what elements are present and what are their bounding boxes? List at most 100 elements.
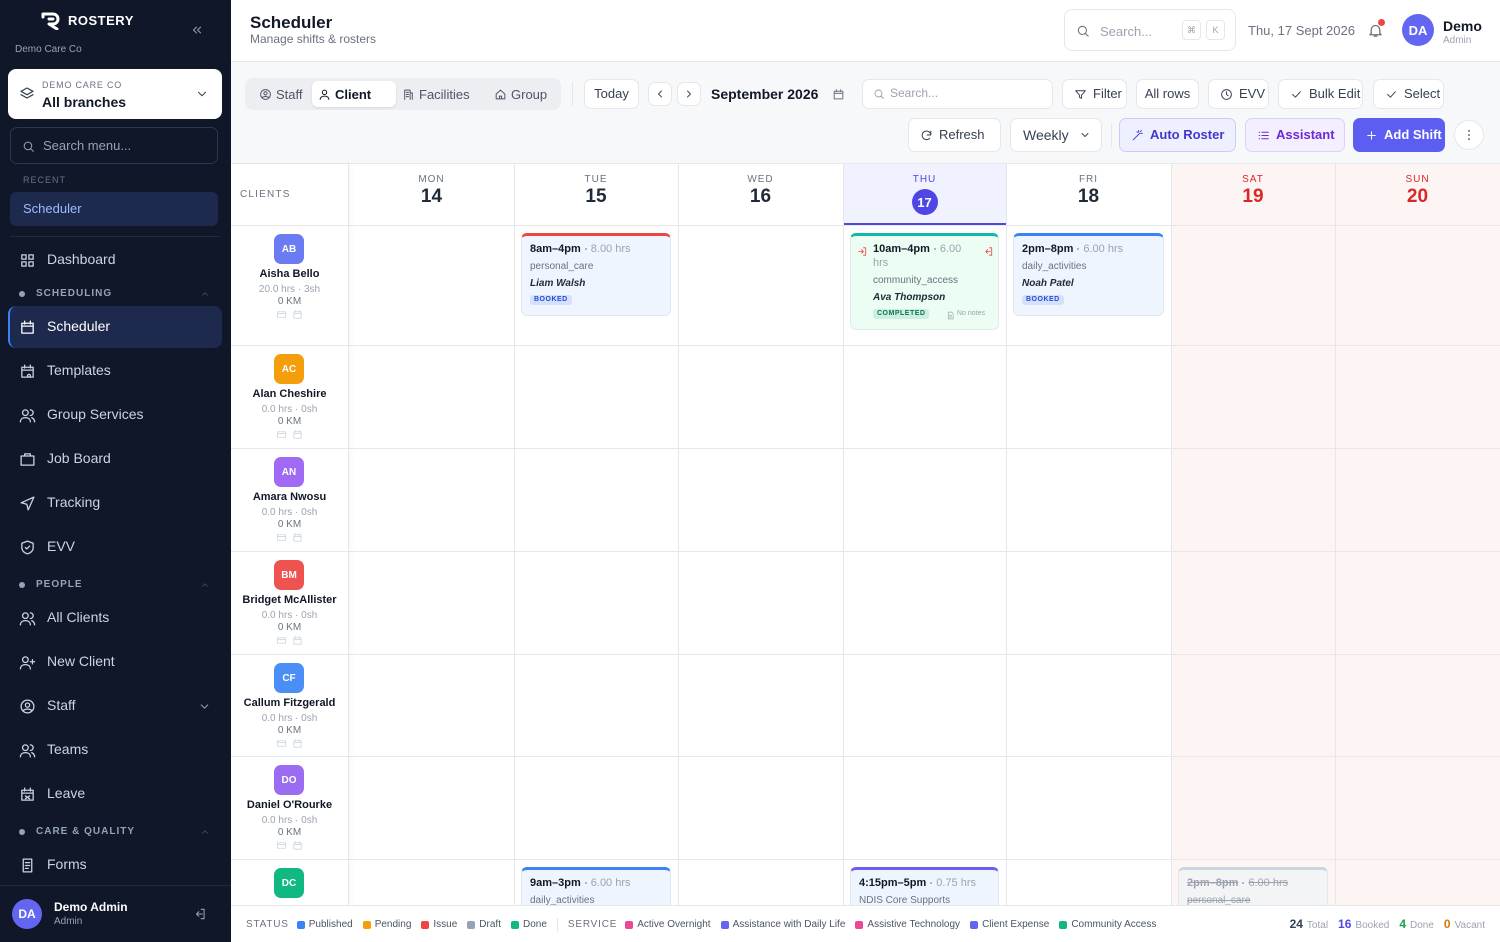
current-date: Thu, 17 Sept 2026 [1248,23,1355,38]
legend-item: Pending [362,919,411,931]
toolbar-button[interactable]: Add Shift [1353,118,1445,152]
total-label: Vacant [1454,920,1485,931]
nav-item[interactable] [8,526,222,568]
view-tab[interactable]: Group [488,81,570,107]
client-hours: 20.0 hrs · 3sh [258,284,321,295]
toolbar-button[interactable]: Bulk Edit [1278,79,1363,109]
separator-dot [584,248,587,251]
toolbar-button[interactable]: Search... [862,79,1053,109]
org-name: Demo Care Co [15,44,82,55]
icon [495,89,505,99]
toolbar-button[interactable]: All rows [1136,79,1199,109]
separator-dot [1242,882,1245,885]
toolbar-button[interactable]: EVV [1208,79,1269,109]
shift-card[interactable]: 8am–4pm 8.00 hrs personal_care Liam Walsh BO… [521,233,671,316]
nav-item[interactable] [8,482,222,524]
menu-search[interactable]: Search menu... [10,127,218,164]
global-search[interactable]: Search... ⌘ K [1064,9,1236,51]
client-avatar [274,354,304,384]
menu-search-placeholder: Search menu... [43,138,132,153]
nav-item[interactable] [8,597,222,639]
nav-label: EVV [47,538,76,554]
view-tab[interactable]: Client [312,81,396,107]
shift-status: COMPLETED [873,309,930,320]
shift-time: 10am–4pm [873,243,930,255]
nav-label: Staff [47,697,76,713]
nav-label: Job Board [47,450,111,466]
shift-hours: 0.75 hrs [936,877,977,889]
sidebar: ROSTERY Demo Care Co DEMO CARE CO All branc… [0,0,231,942]
nav-item[interactable] [8,729,222,771]
legend-swatch [625,920,634,929]
clients-column [231,164,349,942]
day-date: 16 [749,186,772,207]
legend-item: Community Access [1059,919,1156,931]
icon [1132,129,1143,140]
shift-time: 2pm–8pm [1187,877,1239,889]
client-avatar [274,457,304,487]
day-of-week: THU [912,174,937,185]
recent-item[interactable]: Scheduler [10,192,218,226]
user-role: Admin [54,916,83,927]
legend-item: Client Expense [970,919,1049,931]
total-item: 16 Booked [1338,917,1389,932]
nav-active [8,306,222,348]
toolbar-button[interactable]: Assistant [1245,118,1345,152]
icon [200,703,208,709]
client-km: 0 KM [277,519,302,530]
icon [23,141,34,152]
legend-swatch [362,920,371,929]
toolbar-button[interactable]: Refresh [908,118,1001,152]
button-label: Refresh [939,127,985,142]
header-avatar[interactable] [1402,14,1434,46]
view-tab[interactable]: Staff [253,81,317,107]
toolbar-button[interactable]: Filter [1062,79,1127,109]
nav-item[interactable] [8,438,222,480]
icon [19,655,35,670]
toolbar-button[interactable] [677,82,701,106]
shift-service: NDIS Core Supports [859,895,951,906]
shift-time-line: 10am–4pm 6.00 hrs [873,242,978,270]
shift-card[interactable]: 2pm–8pm 6.00 hrs daily_activities Noah Pate… [1013,233,1164,316]
shift-status-row: COMPLETED No notes [873,309,985,321]
day-of-week: TUE [584,174,608,185]
shift-time: 2pm–8pm [1022,243,1074,255]
section-title: SCHEDULING [36,288,113,299]
nav-item[interactable] [8,306,222,348]
view-tab[interactable]: Facilities [396,81,496,107]
shift-hours: 6.00 hrs [1083,243,1124,255]
calendar: CLIENTS MON 14 TUE 15 WED 16 THU 17 FRI 18 SAT 19 SUN… [231,163,1500,942]
nav-item[interactable] [8,685,222,727]
brand: ROSTERY [68,13,134,28]
client-km: 0 KM [277,416,302,427]
legend-label: Community Access [1071,918,1157,930]
toolbar-button[interactable]: Select [1373,79,1444,109]
day-date: 14 [420,186,443,207]
branch-select[interactable]: DEMO CARE CO All branches [8,69,222,119]
client-name: Amara Nwosu [252,491,327,503]
toolbar-button[interactable]: Weekly [1010,118,1102,152]
toolbar-button[interactable]: Auto Roster [1119,118,1236,152]
toolbar-button[interactable]: Today [584,79,639,109]
icon [1081,133,1089,137]
nav-item[interactable] [8,773,222,815]
toolbar-button[interactable] [648,82,672,106]
shift-time-line: 9am–3pm 6.00 hrs [530,876,662,890]
client-km: 0 KM [277,725,302,736]
legend-label: Assistance with Daily Life [732,918,846,930]
shift-card[interactable]: 10am–4pm 6.00 hrs community_access Ava Thom… [850,233,999,330]
nav-item[interactable] [8,641,222,683]
icon [20,539,34,555]
legend-swatch [510,920,519,929]
nav-item[interactable] [8,844,222,886]
page-title: Scheduler [250,13,333,32]
nav-item[interactable] [8,350,222,392]
user-panel: DA Demo Admin Admin [0,885,231,942]
icon [197,91,207,97]
user-name: Demo Admin [54,900,128,914]
client-hours: 0.0 hrs · 0sh [261,610,318,621]
client-name: Bridget McAllister [242,594,337,606]
icon [202,292,208,296]
client-initials: CF [282,673,296,684]
toolbar-button[interactable] [1454,120,1484,150]
